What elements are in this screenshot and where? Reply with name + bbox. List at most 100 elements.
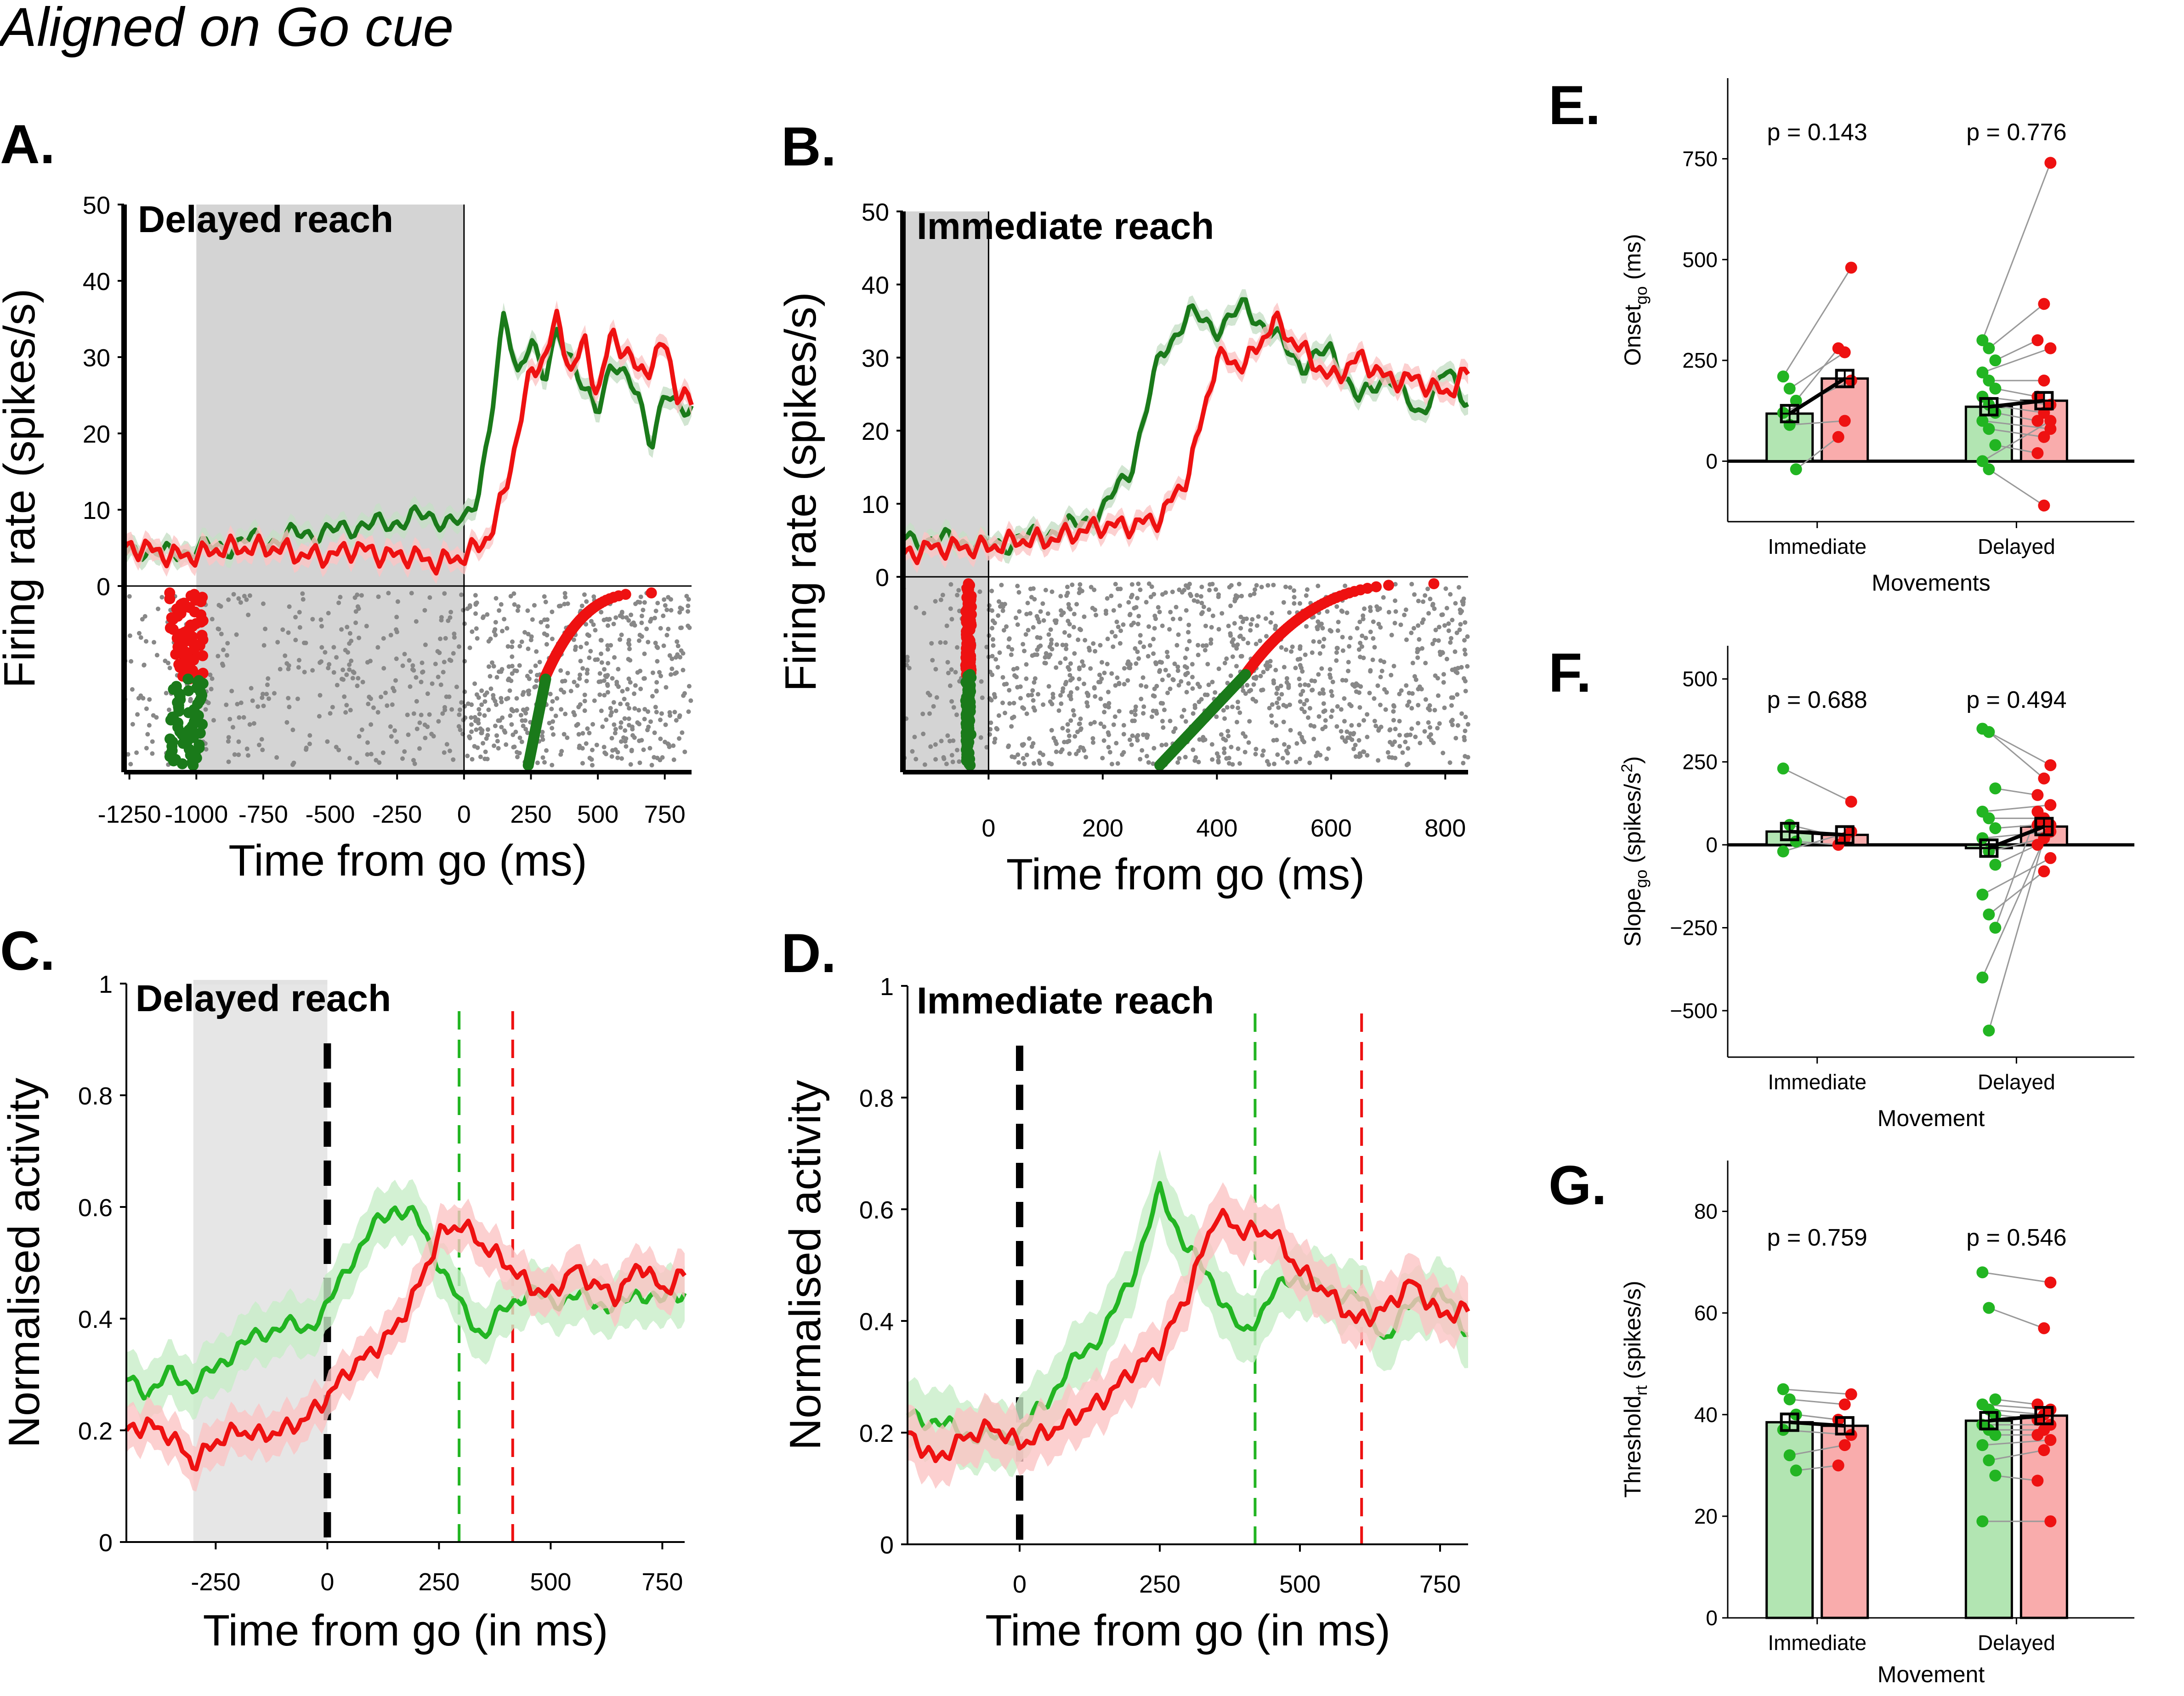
spike-dot	[1003, 711, 1008, 716]
data-point	[1790, 463, 1802, 475]
spike-dot	[601, 745, 607, 750]
spike-dot	[371, 705, 376, 710]
event-marker	[1428, 578, 1440, 589]
data-point	[1976, 334, 1989, 347]
spike-dot	[336, 747, 341, 752]
spike-dot	[1210, 757, 1215, 762]
spike-dot	[1275, 686, 1280, 691]
spike-dot	[659, 711, 664, 716]
spike-dot	[1221, 708, 1226, 713]
spike-dot	[1361, 616, 1366, 621]
spike-dot	[1135, 621, 1140, 626]
spike-dot	[1407, 699, 1412, 704]
spike-dot	[1451, 695, 1456, 700]
spike-dot	[933, 742, 938, 747]
spike-dot	[1180, 714, 1185, 719]
spike-dot	[505, 696, 511, 701]
spike-dot	[674, 718, 679, 723]
p-value-label: p = 0.494	[1966, 687, 2066, 713]
spike-dot	[584, 678, 589, 683]
y-tick-label: 500	[1682, 667, 1718, 691]
spike-dot	[353, 609, 358, 614]
spike-dot	[565, 735, 570, 740]
spike-dot	[1071, 708, 1076, 713]
spike-dot	[545, 624, 550, 629]
spike-dot	[677, 610, 682, 615]
spike-dot	[1193, 755, 1198, 760]
spike-dot	[1015, 685, 1020, 690]
spike-dot	[508, 713, 513, 718]
spike-dot	[1454, 630, 1459, 635]
spike-dot	[984, 644, 989, 649]
spike-dot	[1109, 671, 1114, 676]
spike-dot	[511, 591, 516, 596]
spike-dot	[386, 591, 391, 596]
spike-dot	[494, 733, 499, 738]
spike-dot	[1316, 619, 1321, 624]
spike-dot	[125, 752, 130, 757]
spike-dot	[1047, 644, 1052, 649]
spike-dot	[1141, 711, 1146, 716]
spike-dot	[680, 730, 685, 735]
spike-dot	[144, 639, 149, 644]
spike-dot	[515, 755, 520, 760]
shaded-period	[196, 205, 464, 772]
spike-dot	[1393, 582, 1398, 587]
spike-dot	[1038, 750, 1043, 755]
spike-dot	[448, 615, 453, 620]
spike-dot	[1136, 581, 1141, 586]
spike-dot	[365, 740, 370, 745]
spike-dot	[1190, 662, 1195, 667]
data-point	[2044, 157, 2057, 169]
spike-dot	[1160, 719, 1165, 724]
spike-dot	[1243, 691, 1248, 696]
error-band	[126, 1198, 685, 1492]
spike-dot	[1286, 682, 1291, 687]
spike-dot	[1340, 635, 1345, 640]
spike-dot	[467, 645, 472, 650]
spike-dot	[1192, 705, 1197, 710]
spike-dot	[1462, 738, 1467, 743]
spike-dot	[543, 599, 548, 604]
spike-dot	[477, 707, 482, 712]
spike-dot	[1397, 691, 1402, 696]
spike-dot	[1425, 586, 1430, 592]
spike-dot	[482, 713, 487, 718]
spike-dot	[509, 707, 514, 712]
spike-dot	[1076, 637, 1081, 643]
spike-dot	[1099, 660, 1104, 665]
spike-dot	[663, 603, 668, 608]
spike-dot	[1349, 703, 1354, 708]
spike-dot	[1236, 706, 1241, 711]
spike-dot	[582, 592, 587, 597]
spike-dot	[540, 755, 545, 760]
spike-dot	[593, 657, 598, 662]
spike-dot	[496, 746, 501, 751]
spike-dot	[1190, 686, 1195, 691]
spike-dot	[377, 760, 382, 765]
spike-dot	[1082, 681, 1087, 686]
spike-dot	[664, 685, 669, 690]
spike-dot	[626, 657, 631, 662]
spike-dot	[1097, 672, 1102, 677]
spike-dot	[613, 731, 618, 736]
spike-dot	[287, 604, 292, 609]
spike-dot	[1026, 693, 1031, 698]
x-tick-label: 250	[510, 801, 551, 828]
spike-dot	[1179, 679, 1184, 684]
spike-dot	[1368, 629, 1373, 634]
spike-dot	[679, 625, 684, 630]
spike-dot	[512, 668, 517, 673]
spike-dot	[1015, 622, 1020, 627]
spike-dot	[577, 745, 582, 750]
spike-dot	[411, 668, 416, 673]
spike-dot	[402, 652, 407, 657]
spike-dot	[1113, 581, 1118, 586]
spike-dot	[1415, 647, 1420, 652]
spike-dot	[1304, 593, 1309, 598]
spike-dot	[430, 681, 435, 686]
pair-line	[1995, 339, 2038, 361]
spike-dot	[1183, 719, 1188, 724]
spike-dot	[508, 594, 513, 599]
spike-dot	[1076, 748, 1081, 753]
